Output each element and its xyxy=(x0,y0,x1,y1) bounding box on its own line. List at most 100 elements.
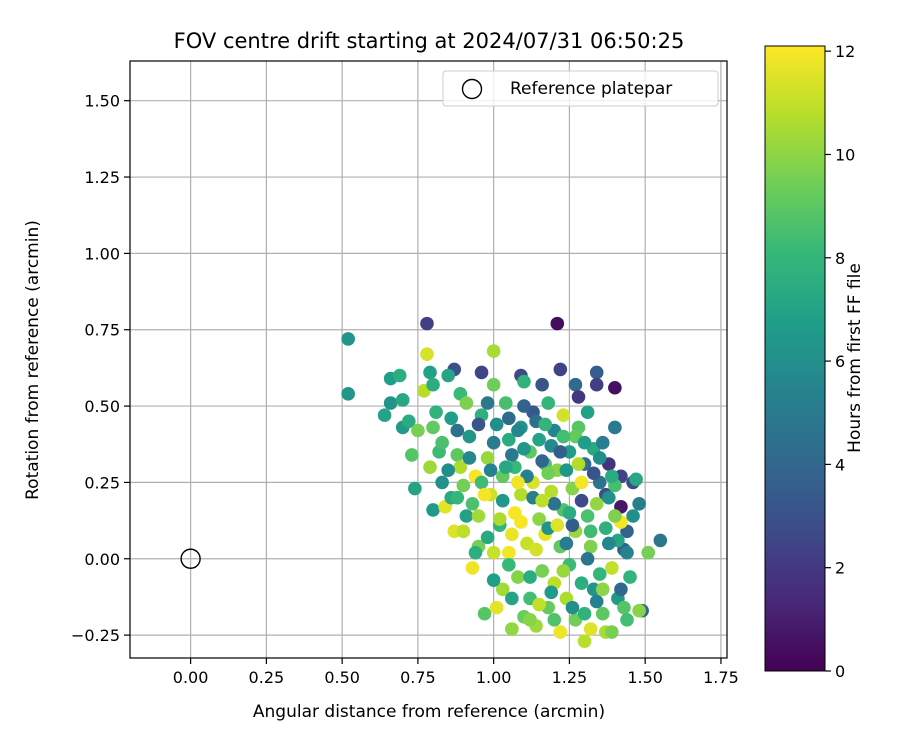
y-tick-label: 0.00 xyxy=(84,550,120,569)
data-point xyxy=(553,625,568,639)
data-point xyxy=(480,530,495,545)
data-point xyxy=(486,435,501,450)
data-point xyxy=(408,481,422,496)
x-tick-label: 1.00 xyxy=(476,668,512,687)
data-point xyxy=(468,545,483,560)
data-point xyxy=(629,472,643,487)
data-point xyxy=(583,539,598,554)
data-point xyxy=(535,493,549,508)
y-tick-label: 1.50 xyxy=(84,92,120,111)
data-point xyxy=(592,451,607,465)
colorbar-tick-label: 6 xyxy=(835,352,845,371)
data-point xyxy=(435,475,449,490)
data-point xyxy=(502,411,516,426)
x-axis-label: Angular distance from reference (arcmin) xyxy=(253,702,605,722)
data-point xyxy=(589,365,604,380)
data-point xyxy=(571,390,586,404)
data-point xyxy=(574,493,589,508)
data-point xyxy=(605,625,619,639)
data-point xyxy=(562,506,577,520)
data-point xyxy=(450,423,465,438)
data-point xyxy=(444,411,459,426)
data-point xyxy=(535,377,549,392)
data-point xyxy=(550,518,565,532)
data-point xyxy=(605,561,619,575)
x-tick-label: 0.75 xyxy=(400,668,436,687)
y-axis-label: Rotation from reference (arcmin) xyxy=(23,220,43,500)
data-point xyxy=(486,545,501,560)
data-point xyxy=(486,573,501,587)
data-point xyxy=(589,377,604,392)
y-tick-label: 1.25 xyxy=(84,168,120,187)
data-point xyxy=(565,518,580,532)
data-point xyxy=(511,570,525,584)
data-point xyxy=(574,475,589,490)
data-point xyxy=(595,606,610,621)
data-point xyxy=(589,594,604,609)
data-point xyxy=(565,600,580,615)
data-point xyxy=(423,460,437,474)
data-point xyxy=(608,420,622,435)
data-point xyxy=(523,570,537,584)
data-point xyxy=(514,515,528,529)
data-point xyxy=(383,396,398,410)
data-point xyxy=(341,387,355,401)
data-point xyxy=(502,432,516,447)
data-point xyxy=(474,365,489,380)
data-point xyxy=(423,365,437,380)
data-points xyxy=(341,316,668,649)
data-point xyxy=(595,582,610,597)
data-point xyxy=(459,396,474,410)
data-point xyxy=(465,496,480,511)
data-point xyxy=(426,420,440,435)
data-point xyxy=(502,558,516,572)
data-point xyxy=(532,432,546,447)
data-point xyxy=(426,503,440,517)
x-tick-label: 0.50 xyxy=(324,668,360,687)
data-point xyxy=(477,487,492,502)
y-tick-label: 0.75 xyxy=(84,321,120,340)
data-point xyxy=(532,597,546,612)
colorbar-tick-label: 10 xyxy=(835,145,855,164)
data-point xyxy=(626,509,640,523)
data-point xyxy=(577,435,592,450)
x-tick-label: 0.00 xyxy=(173,668,209,687)
data-point xyxy=(517,374,531,389)
data-point xyxy=(532,512,546,526)
data-point xyxy=(505,622,519,636)
colorbar-tick-label: 12 xyxy=(835,42,855,61)
data-point xyxy=(392,368,407,383)
colorbar-tick-label: 4 xyxy=(835,455,845,474)
data-point xyxy=(429,405,443,419)
legend: Reference platepar xyxy=(442,70,719,107)
data-point xyxy=(402,414,416,429)
data-point xyxy=(608,380,622,395)
data-point xyxy=(556,429,571,444)
data-point xyxy=(544,484,559,499)
data-point xyxy=(580,551,595,566)
reference-platepar-marker xyxy=(180,548,201,569)
y-tick-label: 1.00 xyxy=(84,244,120,263)
y-tick-label: −0.25 xyxy=(71,626,120,645)
data-point xyxy=(541,396,556,410)
y-tick-label: 0.25 xyxy=(84,473,120,492)
data-point xyxy=(435,435,449,450)
data-point xyxy=(486,344,501,358)
data-point xyxy=(486,377,501,392)
data-point xyxy=(632,496,646,511)
data-point xyxy=(471,417,486,432)
data-point xyxy=(602,490,616,505)
data-point xyxy=(556,564,571,578)
data-point xyxy=(426,377,440,392)
data-point xyxy=(553,445,568,459)
data-point xyxy=(580,509,595,523)
data-point xyxy=(535,454,549,468)
data-point xyxy=(605,469,619,484)
data-point xyxy=(580,405,595,419)
data-point xyxy=(477,606,492,621)
data-point xyxy=(559,536,574,551)
data-point xyxy=(505,527,519,542)
data-point xyxy=(459,509,474,523)
data-point xyxy=(620,613,634,627)
